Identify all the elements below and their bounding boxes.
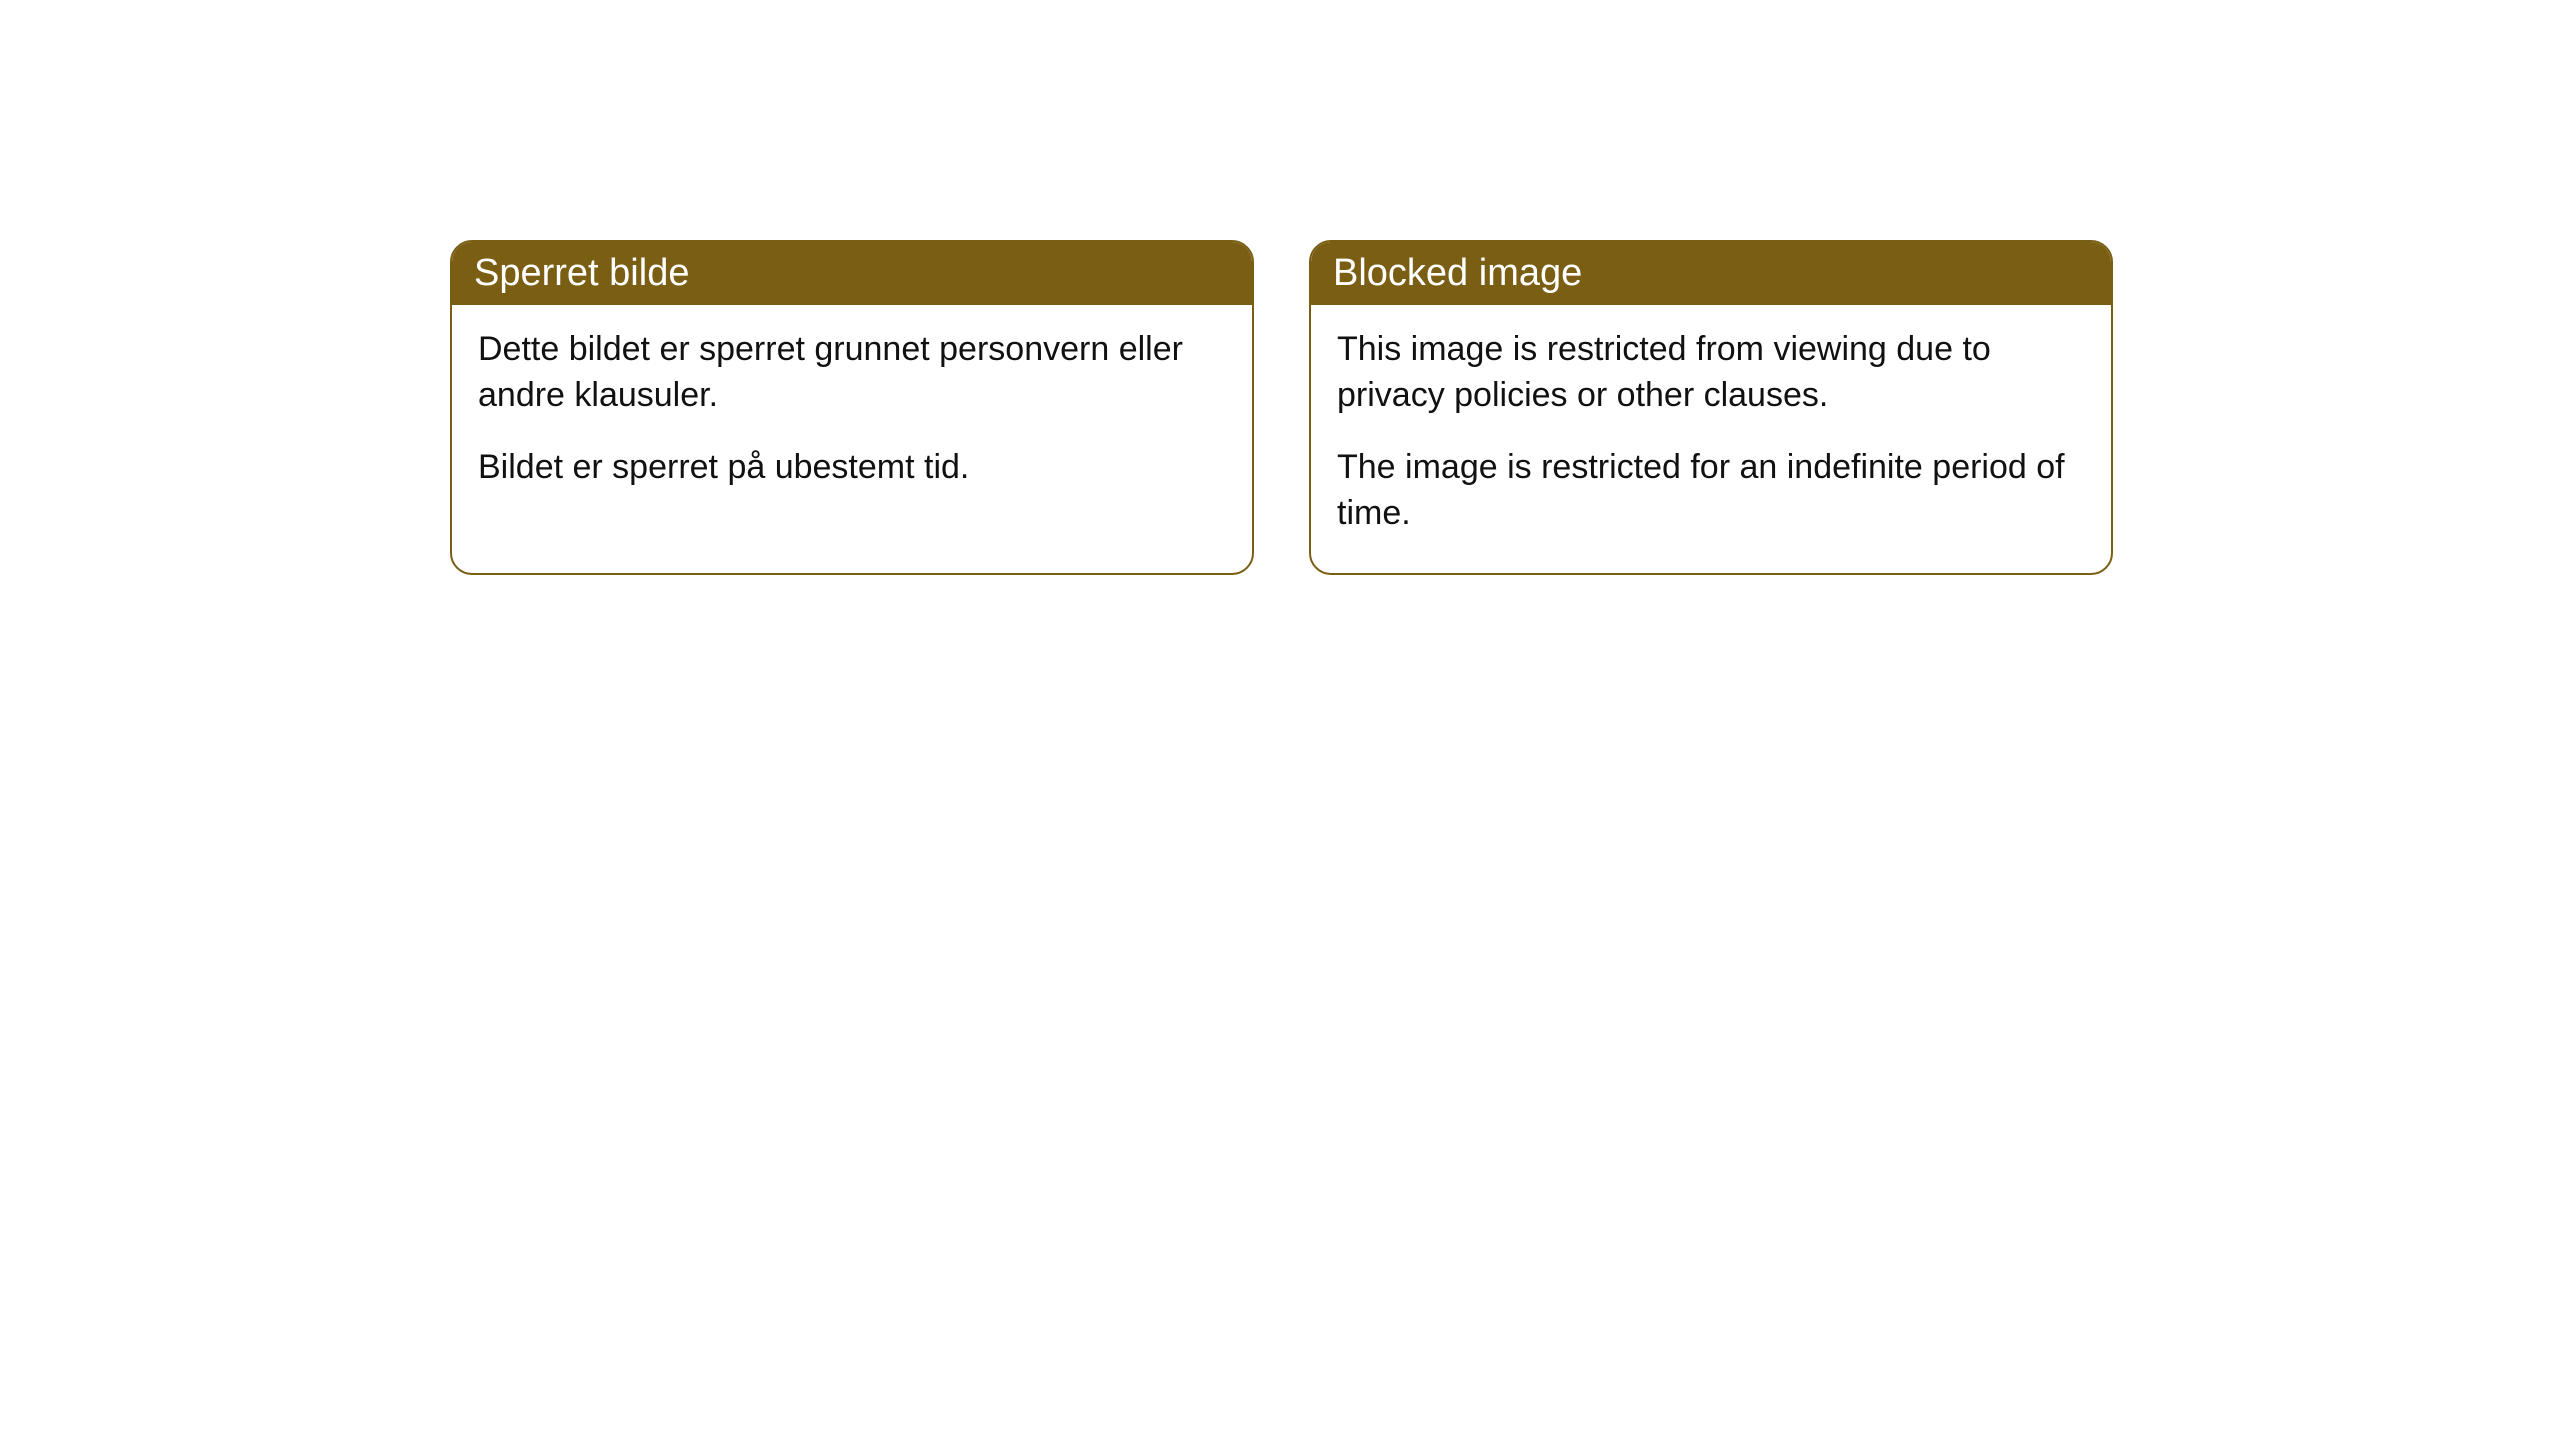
notice-card-body: Dette bildet er sperret grunnet personve… bbox=[452, 305, 1252, 527]
notice-container: Sperret bilde Dette bildet er sperret gr… bbox=[0, 0, 2560, 575]
notice-paragraph: The image is restricted for an indefinit… bbox=[1337, 445, 2085, 537]
notice-card-no: Sperret bilde Dette bildet er sperret gr… bbox=[450, 240, 1254, 575]
notice-paragraph: Dette bildet er sperret grunnet personve… bbox=[478, 327, 1226, 419]
notice-card-title: Blocked image bbox=[1311, 242, 2111, 305]
notice-card-body: This image is restricted from viewing du… bbox=[1311, 305, 2111, 573]
notice-card-en: Blocked image This image is restricted f… bbox=[1309, 240, 2113, 575]
notice-paragraph: This image is restricted from viewing du… bbox=[1337, 327, 2085, 419]
notice-card-title: Sperret bilde bbox=[452, 242, 1252, 305]
notice-paragraph: Bildet er sperret på ubestemt tid. bbox=[478, 445, 1226, 491]
